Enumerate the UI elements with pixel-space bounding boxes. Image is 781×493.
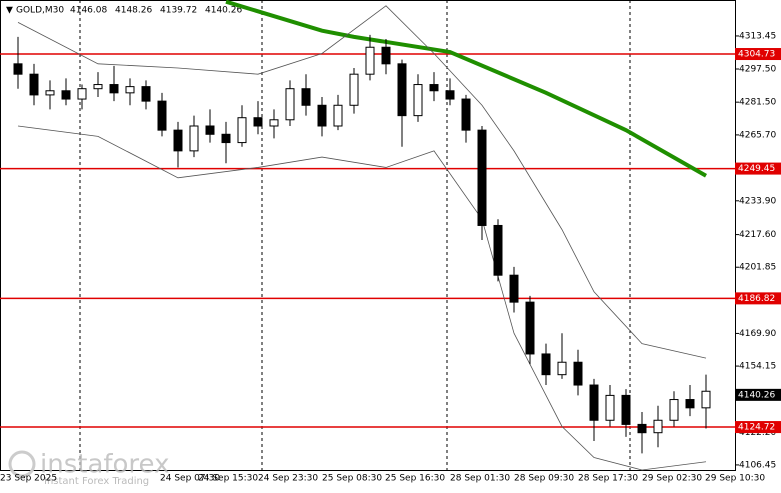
- candle-body: [125, 86, 135, 94]
- symbol: ▼: [6, 6, 13, 16]
- level-label-box: [735, 48, 781, 61]
- candle-body: [381, 46, 391, 65]
- y-tick-label: 4297.50: [739, 65, 776, 75]
- x-tick-label: 28 Sep 01:30: [450, 474, 510, 484]
- plot-frame: [0, 0, 736, 471]
- level-label: 4124.72: [738, 423, 775, 433]
- x-tick-label: 25 Sep 16:30: [385, 474, 445, 484]
- x-tick-label: 25 Sep 08:30: [322, 474, 382, 484]
- candle-body: [605, 394, 615, 421]
- candle-body: [365, 46, 375, 75]
- candle-body: [445, 90, 455, 100]
- y-tick-label: 4169.90: [739, 329, 776, 339]
- candle-body: [557, 361, 567, 376]
- candle-body: [173, 129, 183, 152]
- level-label: 4186.82: [738, 294, 775, 304]
- candle-body: [589, 384, 599, 421]
- x-tick-label: 29 Sep 10:30: [705, 474, 765, 484]
- level-label: 4304.73: [738, 50, 775, 60]
- candle-body: [221, 133, 231, 144]
- day-separators: [79, 0, 631, 470]
- current-price: 4140.26: [738, 390, 775, 400]
- candle-body: [205, 125, 215, 135]
- candle-body: [701, 390, 711, 409]
- watermark-brand: instaforex: [40, 450, 169, 480]
- candle-body: [253, 117, 263, 127]
- candle-body: [509, 274, 519, 303]
- ohlc-value: 4139.72: [160, 6, 197, 16]
- y-tick-label: 4154.15: [739, 362, 776, 372]
- candle-body: [93, 84, 103, 90]
- indicator-line: [225, 0, 707, 178]
- watermark-slogan: Instant Forex Trading: [44, 476, 149, 487]
- current-price-box: [735, 388, 781, 401]
- candle-body: [109, 84, 119, 94]
- candle-body: [493, 224, 503, 276]
- candle-body: [237, 117, 247, 144]
- indicator-line: [17, 125, 707, 471]
- y-tick-label: 4281.50: [739, 98, 776, 108]
- ohlc-value: 4140.26: [205, 6, 242, 16]
- candle-body: [269, 119, 279, 127]
- candle-body: [637, 423, 647, 434]
- level-label-box: [735, 292, 781, 305]
- x-tick-label: 28 Sep 17:30: [578, 474, 638, 484]
- y-tick-label: 4217.60: [739, 230, 776, 240]
- y-tick-label: 4106.45: [739, 460, 776, 470]
- x-tick-label: 29 Sep 02:30: [642, 474, 702, 484]
- indicator-line: [17, 5, 707, 359]
- candle-body: [45, 90, 55, 96]
- x-tick-label: 24 Sep 07:30: [160, 474, 220, 484]
- level-label-box: [735, 421, 781, 434]
- level-label-box: [735, 162, 781, 175]
- level-label: 4249.45: [738, 164, 775, 174]
- candle-body: [61, 90, 71, 100]
- candle-body: [413, 84, 423, 117]
- candle-body: [141, 86, 151, 102]
- x-tick-label: 23 Sep 2025: [0, 474, 57, 484]
- candle-body: [349, 73, 359, 106]
- candle-body: [157, 100, 167, 131]
- candle-body: [653, 419, 663, 434]
- candle-body: [573, 361, 583, 386]
- watermark-logo: [8, 450, 36, 478]
- candle-body: [669, 399, 679, 421]
- candle-body: [621, 394, 631, 425]
- x-tick-label: 28 Sep 09:30: [514, 474, 574, 484]
- ohlc-value: 4146.08: [70, 6, 107, 16]
- candle-body: [397, 63, 407, 117]
- candle-body: [13, 63, 23, 75]
- ohlc-value: 4148.26: [115, 6, 152, 16]
- x-tick-label: 24 Sep 15:30: [198, 474, 258, 484]
- candle-body: [317, 104, 327, 127]
- y-tick-label: 4201.85: [739, 263, 776, 273]
- candle-body: [541, 353, 551, 376]
- candle-body: [525, 301, 535, 355]
- candle-body: [429, 84, 439, 92]
- candle-body: [189, 125, 199, 152]
- candle-body: [77, 88, 87, 100]
- symbol: GOLD,M30: [16, 6, 64, 16]
- candle-body: [285, 88, 295, 121]
- y-tick-label: 4313.45: [739, 31, 776, 41]
- y-tick-label: 4233.90: [739, 196, 776, 206]
- candle-body: [685, 399, 695, 409]
- candle-body: [29, 73, 39, 96]
- candle-body: [477, 129, 487, 226]
- candle-body: [461, 98, 471, 131]
- candle-body: [301, 88, 311, 106]
- x-tick-label: 24 Sep 23:30: [258, 474, 318, 484]
- y-tick-label: 4265.70: [739, 130, 776, 140]
- candle-body: [333, 104, 343, 127]
